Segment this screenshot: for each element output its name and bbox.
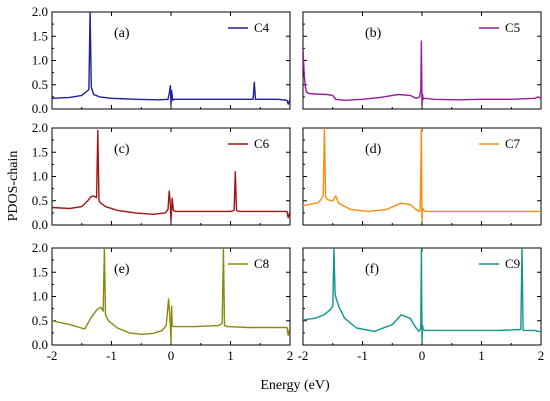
panel-5: 0.0 0.5 1.0 1.5 2.0 -2 -1 0 1 2 C8 (e) xyxy=(32,240,294,363)
x-tick-label: 0 xyxy=(419,348,426,363)
series-line-c5 xyxy=(303,40,541,108)
y-tick-label: 0.0 xyxy=(32,101,48,116)
legend-label: C5 xyxy=(505,20,520,35)
y-tick-label: 0.5 xyxy=(32,77,48,92)
legend-label: C9 xyxy=(505,256,520,271)
legend-label: C6 xyxy=(254,136,270,151)
panel-label: (c) xyxy=(114,142,130,157)
y-tick-label: 0.5 xyxy=(32,313,48,328)
x-tick-label: 1 xyxy=(227,348,234,363)
y-tick-label: 1.0 xyxy=(32,53,48,68)
y-tick-label: 0.5 xyxy=(32,193,48,208)
legend-label: C7 xyxy=(505,136,521,151)
y-tick-label: 2.0 xyxy=(32,4,48,19)
panel-4: C7 (d) xyxy=(302,127,542,226)
panel-label: (b) xyxy=(365,26,382,41)
panels: 0.0 0.5 1.0 1.5 2.0 C4 (a) C5 (b) 0.0 0.5 1.0 1.5 2.0… xyxy=(32,4,545,363)
x-tick-label: -1 xyxy=(106,348,117,363)
series-line-c6 xyxy=(52,129,290,222)
x-tick-label: 2 xyxy=(538,348,545,363)
x-tick-label: 0 xyxy=(168,348,175,363)
x-tick-label: -1 xyxy=(357,348,368,363)
y-tick-label: 1.0 xyxy=(32,169,48,184)
legend-label: C8 xyxy=(254,256,269,271)
series-line-c7 xyxy=(303,128,541,222)
y-tick-label: 1.5 xyxy=(32,264,48,279)
panel-label: (d) xyxy=(365,142,382,157)
legend-label: C4 xyxy=(254,20,270,35)
y-tick-label: 1.0 xyxy=(32,289,48,304)
y-tick-label: 2.0 xyxy=(32,120,48,135)
panel-3: 0.0 0.5 1.0 1.5 2.0 C6 (c) xyxy=(32,120,291,232)
panel-6: -2 -1 0 1 2 C9 (f) xyxy=(298,247,545,363)
y-tick-label: 1.5 xyxy=(32,144,48,159)
panel-label: (e) xyxy=(114,262,130,277)
y-tick-label: 2.0 xyxy=(32,240,48,255)
x-tick-label: -2 xyxy=(47,348,58,363)
y-tick-label: 0.0 xyxy=(32,337,48,352)
series-line-c8 xyxy=(52,248,290,344)
x-axis-title: Energy (eV) xyxy=(260,378,330,393)
series-line-c9 xyxy=(303,248,541,342)
y-axis-title: PDOS-chain xyxy=(6,151,21,222)
series-line-c4 xyxy=(52,12,290,106)
panel-1: 0.0 0.5 1.0 1.5 2.0 C4 (a) xyxy=(32,4,291,116)
x-tick-label: 2 xyxy=(287,348,294,363)
panel-2: C5 (b) xyxy=(302,11,542,110)
x-tick-label: 1 xyxy=(478,348,485,363)
y-tick-label: 0.0 xyxy=(32,217,48,232)
panel-label: (f) xyxy=(365,262,379,277)
x-tick-label: -2 xyxy=(298,348,309,363)
y-tick-label: 1.5 xyxy=(32,28,48,43)
panel-label: (a) xyxy=(114,26,130,41)
